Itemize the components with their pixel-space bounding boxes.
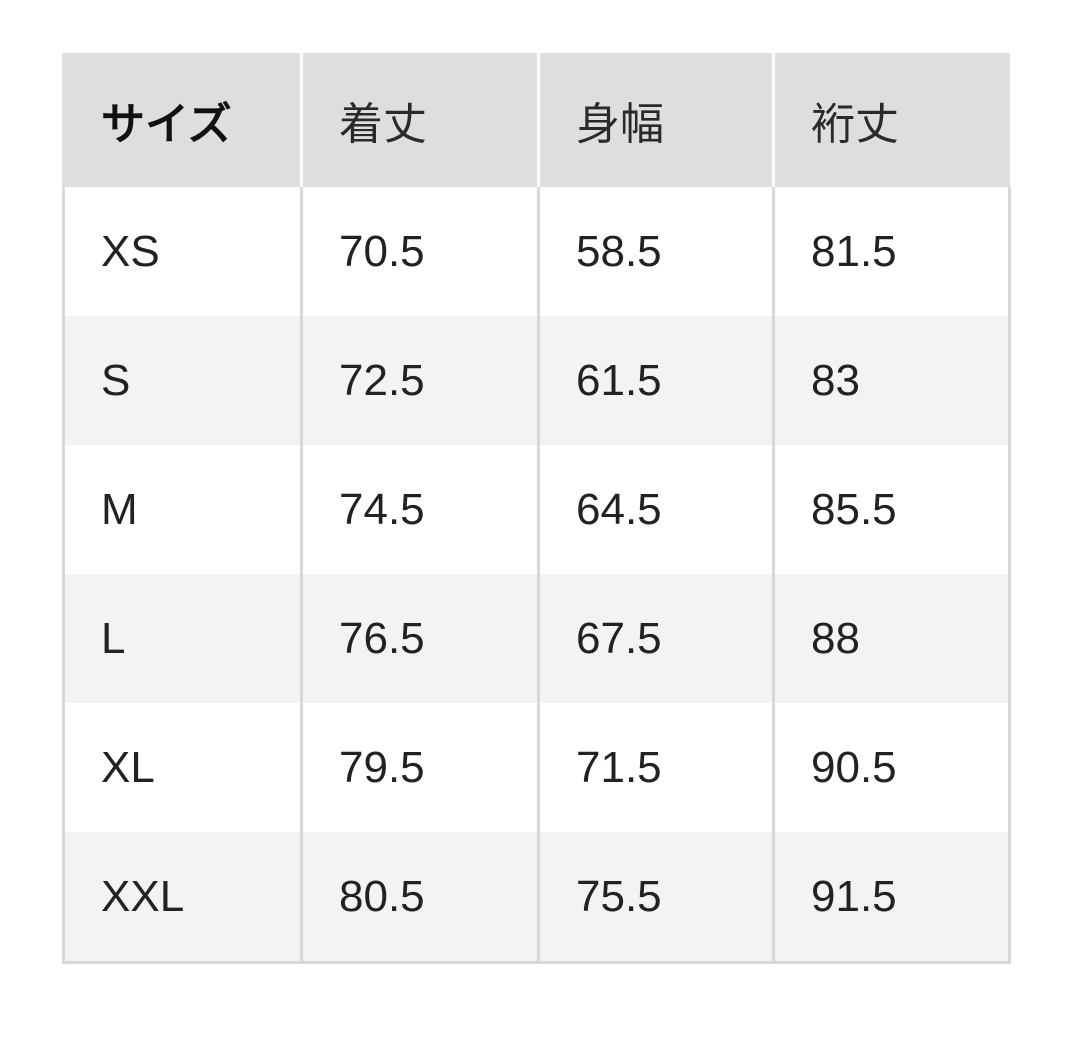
- header-row: サイズ 着丈 身幅 裄丈: [62, 53, 1010, 187]
- table-row: XS 70.5 58.5 81.5: [62, 187, 1011, 316]
- table-row: L 76.5 67.5 88: [62, 574, 1011, 703]
- cell-width: 64.5: [537, 445, 775, 574]
- cell-sleeve: 88: [772, 574, 1011, 703]
- cell-length: 80.5: [300, 832, 540, 964]
- cell-length: 74.5: [300, 445, 540, 574]
- cell-length: 76.5: [300, 574, 540, 703]
- cell-size: M: [62, 445, 303, 574]
- table-row: XXL 80.5 75.5 91.5: [62, 832, 1011, 964]
- cell-width: 75.5: [537, 832, 775, 964]
- cell-width: 61.5: [537, 316, 775, 445]
- size-chart-table: サイズ 着丈 身幅 裄丈 XS 70.5 58.5 81.5 S 72.5 61.5 83 M 7…: [62, 53, 1011, 964]
- header-size: サイズ: [62, 53, 302, 187]
- cell-size: XL: [62, 703, 303, 832]
- cell-sleeve: 83: [772, 316, 1011, 445]
- cell-sleeve: 90.5: [772, 703, 1011, 832]
- table-row: S 72.5 61.5 83: [62, 316, 1011, 445]
- header-width: 身幅: [537, 53, 774, 187]
- cell-size: L: [62, 574, 303, 703]
- cell-sleeve: 85.5: [772, 445, 1011, 574]
- cell-sleeve: 81.5: [772, 187, 1011, 316]
- cell-length: 70.5: [300, 187, 540, 316]
- table-row: XL 79.5 71.5 90.5: [62, 703, 1011, 832]
- cell-size: XXL: [62, 832, 303, 964]
- cell-size: S: [62, 316, 303, 445]
- header-length: 着丈: [300, 53, 539, 187]
- cell-length: 72.5: [300, 316, 540, 445]
- header-sleeve: 裄丈: [772, 53, 1010, 187]
- cell-size: XS: [62, 187, 303, 316]
- table-row: M 74.5 64.5 85.5: [62, 445, 1011, 574]
- cell-length: 79.5: [300, 703, 540, 832]
- cell-width: 58.5: [537, 187, 775, 316]
- cell-sleeve: 91.5: [772, 832, 1011, 964]
- cell-width: 71.5: [537, 703, 775, 832]
- cell-width: 67.5: [537, 574, 775, 703]
